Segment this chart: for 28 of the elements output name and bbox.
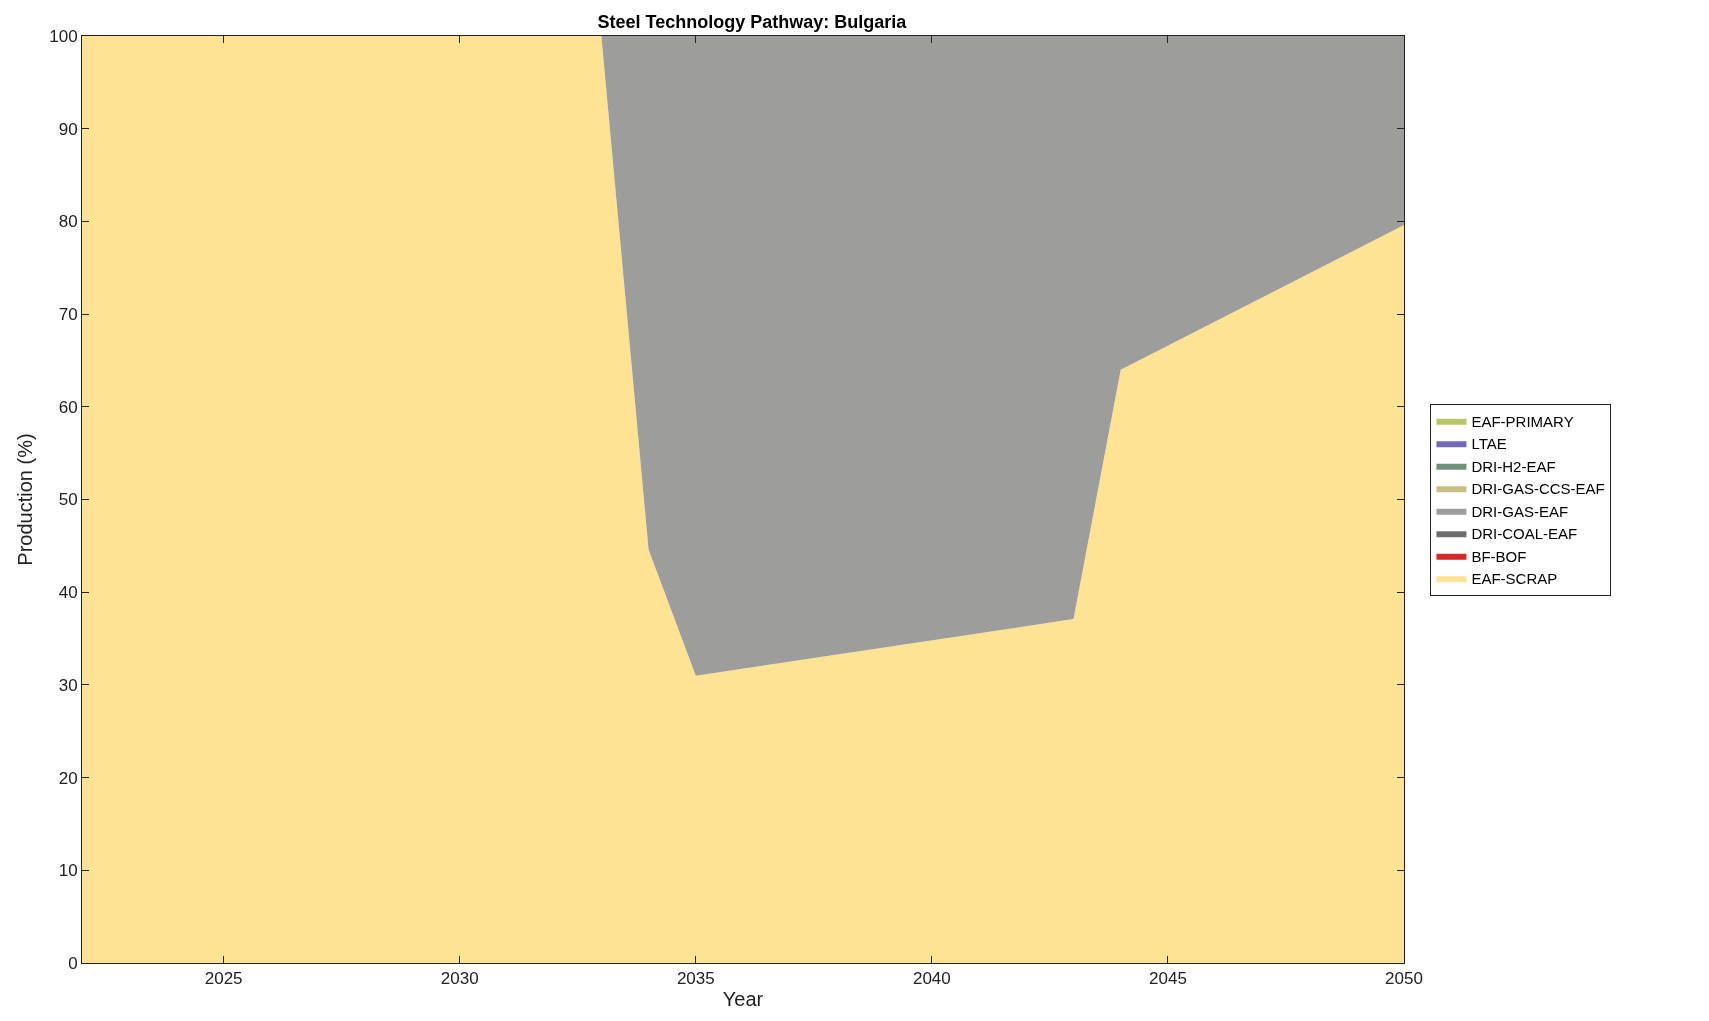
y-tick-label: 90 xyxy=(58,119,78,139)
legend-label: DRI-COAL-EAF xyxy=(1471,525,1578,543)
y-tick-label: 0 xyxy=(68,953,78,973)
legend-label: LTAE xyxy=(1471,435,1507,453)
x-tick-label: 2035 xyxy=(676,969,715,989)
y-tick-label: 50 xyxy=(58,490,78,510)
y-tick-label: 60 xyxy=(58,397,78,417)
y-tick-label: 40 xyxy=(58,583,78,603)
x-tick-label: 2045 xyxy=(1149,969,1187,989)
y-tick-label: 20 xyxy=(58,768,78,788)
x-tick-label: 2025 xyxy=(204,969,243,989)
y-tick-label: 10 xyxy=(58,861,78,881)
y-tick-label: 80 xyxy=(58,212,78,232)
y-tick-label: 100 xyxy=(49,26,78,46)
y-axis-title: Production (%) xyxy=(14,433,36,566)
x-tick-label: 2030 xyxy=(440,969,479,989)
y-tick-label: 30 xyxy=(58,675,78,695)
y-tick-label: 70 xyxy=(58,305,78,325)
legend-label: BF-BOF xyxy=(1471,547,1527,565)
legend-label: EAF-PRIMARY xyxy=(1471,412,1574,430)
x-axis-title: Year xyxy=(722,987,764,1010)
x-tick-label: 2050 xyxy=(1385,969,1423,989)
chart-title: Steel Technology Pathway: Bulgaria xyxy=(597,11,908,32)
legend-label: EAF-SCRAP xyxy=(1471,570,1558,588)
legend-label: DRI-H2-EAF xyxy=(1471,457,1556,475)
legend-label: DRI-GAS-EAF xyxy=(1471,502,1569,520)
x-tick-label: 2040 xyxy=(912,969,951,989)
legend-label: DRI-GAS-CCS-EAF xyxy=(1471,480,1605,498)
